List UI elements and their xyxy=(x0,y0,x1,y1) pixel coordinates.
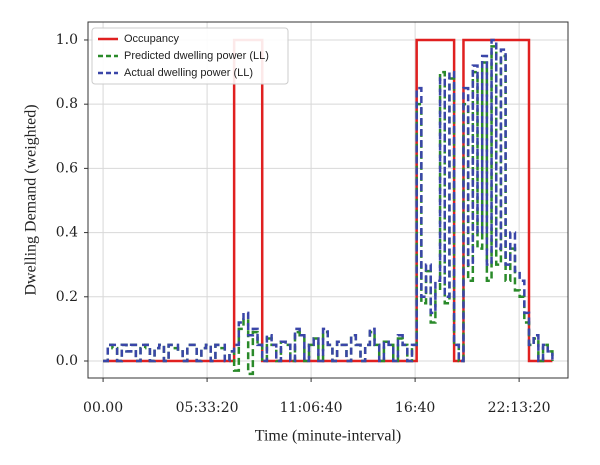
x-tick-label: 16:40 xyxy=(395,400,435,416)
y-tick-label: 0.8 xyxy=(56,96,78,112)
x-tick-label: 00.00 xyxy=(83,400,123,416)
x-tick-label: 11:06:40 xyxy=(280,400,343,416)
legend-label: Occupancy xyxy=(124,33,180,45)
y-tick-label: 1.0 xyxy=(56,32,78,48)
y-axis-title: Dwelling Demand (weighted) xyxy=(23,104,40,295)
x-tick-label: 05:33:20 xyxy=(176,400,239,416)
legend-label: Actual dwelling power (LL) xyxy=(124,67,253,79)
series-line xyxy=(103,38,554,363)
legend-label: Predicted dwelling power (LL) xyxy=(124,50,269,62)
y-tick-label: 0.0 xyxy=(56,353,78,369)
x-axis-title: Time (minute-interval) xyxy=(255,428,402,445)
x-tick-label: 22:13:20 xyxy=(488,400,551,416)
y-tick-label: 0.2 xyxy=(56,289,78,305)
legend-box xyxy=(91,27,289,85)
y-tick-label: 0.6 xyxy=(56,160,78,176)
y-tick-label: 0.4 xyxy=(56,225,78,241)
plot-frame xyxy=(87,21,569,379)
